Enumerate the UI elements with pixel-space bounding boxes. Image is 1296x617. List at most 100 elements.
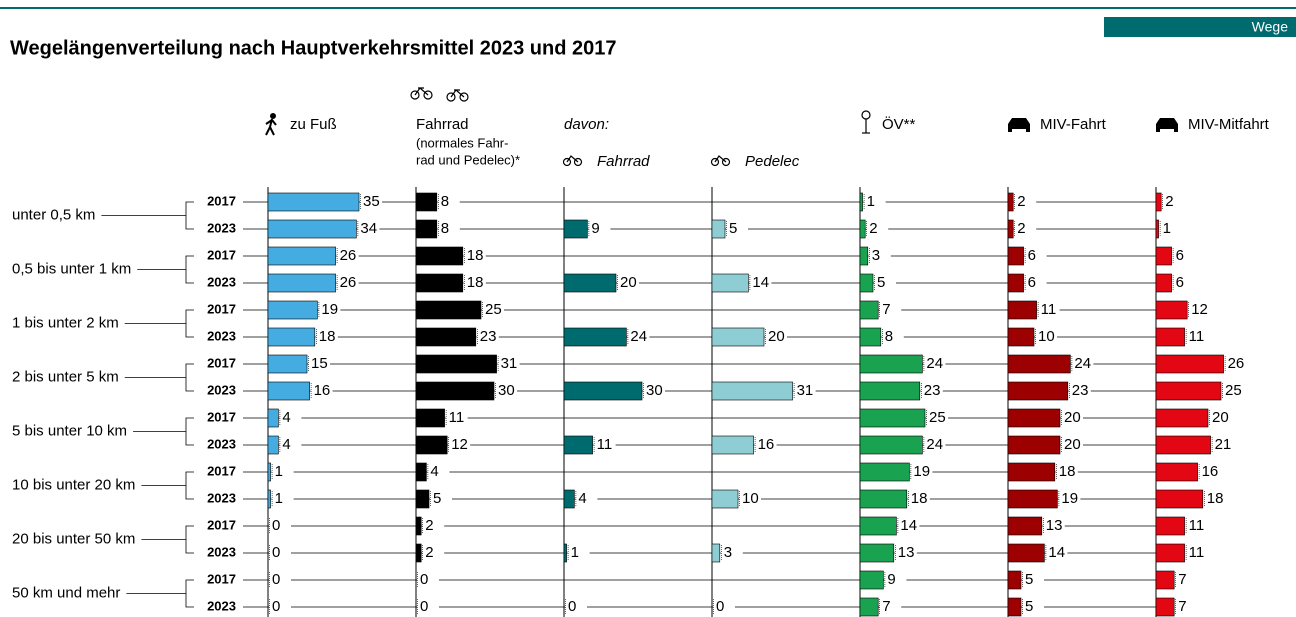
bar: [711, 381, 793, 401]
value-bg: [1162, 194, 1185, 210]
value-label: 24: [926, 355, 943, 372]
bracket: [185, 417, 194, 446]
value-bg: [271, 491, 294, 507]
value-label: 3: [872, 247, 880, 264]
value-bg: [726, 221, 748, 237]
bar: [1007, 570, 1022, 590]
bar: [1155, 408, 1209, 428]
bar: [859, 327, 882, 347]
value-bg: [269, 518, 291, 534]
value-bg: [884, 572, 907, 588]
value-bg: [463, 275, 486, 291]
series-label: Pedelec: [745, 153, 800, 170]
bar: [711, 435, 754, 455]
value-label: 0: [272, 598, 280, 615]
value-bg: [1014, 221, 1037, 237]
year-label: 2017: [207, 463, 236, 478]
year-label: 2023: [207, 598, 236, 613]
series-label: zu Fuß: [290, 116, 337, 133]
value-label: 0: [272, 544, 280, 561]
value-label: 25: [1225, 382, 1242, 399]
value-label: 1: [275, 490, 283, 507]
value-bg: [269, 599, 291, 615]
bar: [859, 435, 923, 455]
value-bg: [308, 356, 330, 372]
value-bg: [495, 383, 517, 399]
bar: [415, 327, 477, 347]
value-bg: [279, 437, 302, 453]
bar: [1155, 192, 1162, 212]
year-bg: [198, 599, 238, 615]
value-label: 11: [1189, 328, 1205, 345]
value-bg: [360, 194, 382, 210]
value-bg: [923, 437, 946, 453]
value-label: 7: [882, 598, 890, 615]
value-bg: [593, 437, 616, 453]
value-label: 25: [929, 409, 946, 426]
category-label: 1 bis unter 2 km: [12, 314, 119, 331]
series-sublabel: (normales Fahr-: [416, 135, 508, 150]
bar: [711, 219, 726, 239]
bar: [1007, 192, 1014, 212]
series-label: MIV-Fahrt: [1040, 116, 1107, 133]
value-bg: [879, 302, 902, 318]
value-label: 20: [1212, 409, 1229, 426]
value-label: 5: [1025, 571, 1033, 588]
bar: [1155, 570, 1175, 590]
bracket: [185, 255, 194, 284]
value-label: 20: [620, 274, 637, 291]
bar: [859, 543, 895, 563]
bar: [859, 408, 926, 428]
value-label: 4: [282, 409, 290, 426]
bar: [711, 543, 721, 563]
group-label: davon:: [564, 116, 609, 133]
value-bg: [422, 545, 445, 561]
bracket: [185, 309, 194, 338]
bar: [415, 462, 427, 482]
bar: [1007, 516, 1043, 536]
bar: [1155, 462, 1198, 482]
value-bg: [269, 545, 291, 561]
value-label: 30: [646, 382, 663, 399]
bar: [1007, 246, 1024, 266]
value-bg: [920, 383, 943, 399]
value-label: 0: [272, 571, 280, 588]
year-bg: [198, 410, 238, 426]
value-bg: [565, 599, 587, 615]
bar: [1155, 381, 1222, 401]
value-bg: [1058, 491, 1081, 507]
value-bg: [437, 194, 460, 210]
year-label: 2023: [207, 544, 236, 559]
value-label: 10: [742, 490, 759, 507]
series-label: Fahrrad: [597, 153, 650, 170]
year-label: 2023: [207, 382, 236, 397]
bracket: [185, 579, 194, 608]
year-bg: [198, 545, 238, 561]
value-bg: [575, 491, 598, 507]
value-label: 0: [420, 598, 428, 615]
bike-icons: [410, 87, 731, 167]
year-label: 2017: [207, 409, 236, 424]
value-bg: [1211, 437, 1234, 453]
value-bg: [1224, 356, 1247, 372]
value-label: 24: [1074, 355, 1091, 372]
value-label: 24: [926, 436, 943, 453]
value-bg: [897, 518, 920, 534]
value-bg: [1024, 248, 1047, 264]
bar: [1007, 300, 1037, 320]
value-bg: [310, 383, 333, 399]
bar: [859, 300, 879, 320]
bar: [563, 435, 593, 455]
transit-icon: [861, 110, 871, 134]
year-bg: [198, 572, 238, 588]
value-bg: [866, 221, 889, 237]
year-label: 2017: [207, 571, 236, 586]
walk-icon: [265, 113, 277, 136]
value-label: 7: [1178, 571, 1186, 588]
bar: [563, 543, 567, 563]
value-label: 6: [1176, 274, 1184, 291]
value-label: 21: [1215, 436, 1232, 453]
value-label: 5: [433, 490, 441, 507]
value-label: 34: [360, 220, 377, 237]
bar: [415, 246, 464, 266]
